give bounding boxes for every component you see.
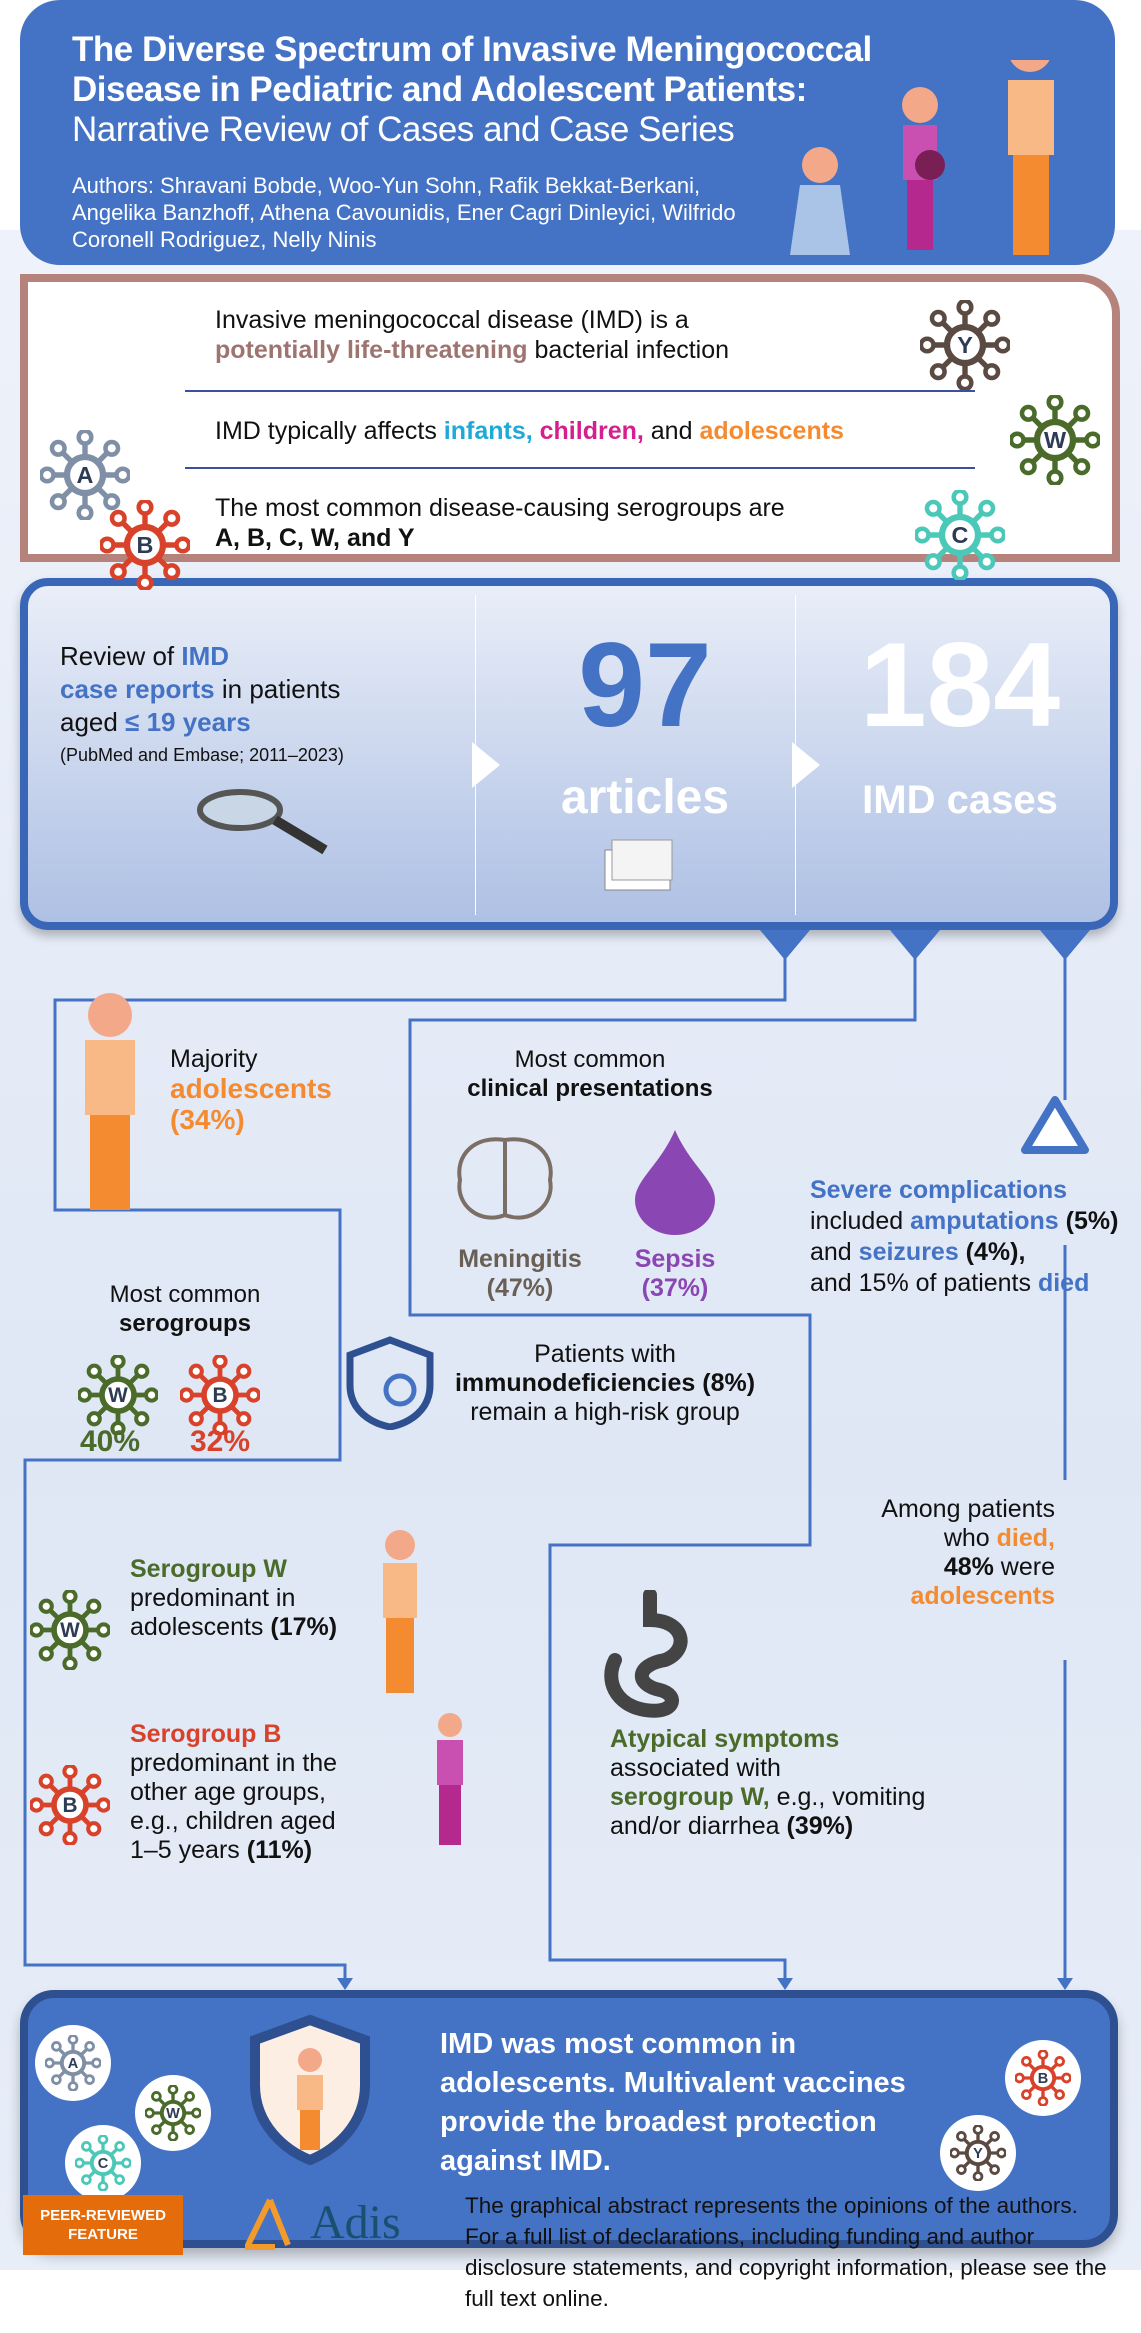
serogroup-b-pct: 32% <box>190 1425 251 1458</box>
svg-text:B: B <box>137 532 154 558</box>
person-icon <box>85 993 135 1210</box>
source-text: (PubMed and Embase; 2011–2023) <box>60 745 344 765</box>
svg-text:W: W <box>1044 427 1067 453</box>
deaths-text: Among patients who died, 48% were adolescen… <box>881 1495 1055 1610</box>
svg-text:A: A <box>77 462 94 488</box>
virus-bubble: Y <box>940 2115 1016 2191</box>
virus-b-icon: B <box>1014 2049 1072 2107</box>
meningitis-label: Meningitis (47%) <box>458 1245 582 1302</box>
title: The Diverse Spectrum of Invasive Meningo… <box>72 30 872 149</box>
arrow-icon <box>472 742 500 788</box>
magnifier-icon <box>197 789 328 855</box>
child-icon <box>437 1713 463 1845</box>
child <box>902 87 945 250</box>
sepsis-label: Sepsis (37%) <box>634 1245 716 1302</box>
review-text: Review of IMD case reports in patients ag… <box>60 641 341 737</box>
shield-icon <box>250 2015 370 2165</box>
newspaper-icon <box>604 839 673 891</box>
stats-box <box>20 578 1118 930</box>
svg-text:Y: Y <box>973 2146 983 2162</box>
virus-w-icon: W <box>28 1588 112 1672</box>
intro-line-2: IMD typically affects infants, children,… <box>215 417 844 445</box>
intestine-icon <box>604 1590 688 1718</box>
conclusion-text: IMD was most common in adolescents. Mult… <box>440 2028 906 2177</box>
disclaimer: The graphical abstract represents the op… <box>465 2193 1107 2311</box>
majority-text: Majority adolescents (34%) <box>170 1045 332 1135</box>
intro-line-3: The most common disease-causing serogrou… <box>215 494 785 552</box>
toddler <box>790 147 850 255</box>
flow-lines <box>23 930 1090 1990</box>
shield-virus-icon <box>346 1336 434 1430</box>
authors: Authors: Shravani Bobde, Woo-Yun Sohn, R… <box>72 173 736 252</box>
articles-count: 97 <box>578 618 712 752</box>
svg-text:W: W <box>166 2106 180 2122</box>
svg-text:B: B <box>212 1384 227 1407</box>
virus-bubble: C <box>65 2125 141 2201</box>
peer-reviewed-badge: PEER-REVIEWED FEATURE <box>23 2195 183 2255</box>
atypical-text: Atypical symptoms associated with serogrou… <box>610 1725 926 1840</box>
warning-triangle-icon <box>1021 1096 1089 1154</box>
svg-text:C: C <box>98 2156 109 2172</box>
svg-text:B: B <box>1038 2071 1049 2087</box>
virus-w-icon: W <box>1008 393 1102 487</box>
serogroups-title: Most common serogroups <box>109 1281 261 1337</box>
brain-icon <box>457 1137 553 1220</box>
clinical-title: Most common clinical presentations <box>467 1046 713 1102</box>
virus-c-icon: C <box>74 2134 132 2192</box>
virus-bubble: A <box>35 2025 111 2101</box>
virus-c-icon: C <box>913 488 1007 582</box>
intro-line-1: Invasive meningococcal disease (IMD) is … <box>215 306 730 364</box>
articles-label: articles <box>560 771 730 824</box>
virus-y-icon: Y <box>949 2124 1007 2182</box>
svg-text:A: A <box>68 2056 79 2072</box>
virus-a-icon: A <box>38 428 132 522</box>
divider <box>185 390 975 392</box>
virus-b-icon: B <box>178 1353 262 1437</box>
virus-bubble: W <box>135 2075 211 2151</box>
serogroup-w-pct: 40% <box>80 1425 141 1458</box>
arrow-icon <box>792 742 820 788</box>
person-icon <box>383 1530 417 1693</box>
drop-icon <box>635 1130 715 1235</box>
virus-a-icon: A <box>44 2034 102 2092</box>
svg-text:C: C <box>952 522 969 548</box>
virus-w-icon: W <box>144 2084 202 2142</box>
virus-b-icon: B <box>98 498 192 592</box>
virus-y-icon: Y <box>918 298 1012 392</box>
cases-count: 184 <box>859 618 1061 752</box>
virus-w-icon: W <box>76 1353 160 1437</box>
background <box>0 230 1141 2270</box>
cases-label: IMD cases <box>862 778 1058 822</box>
svg-text:B: B <box>62 1794 77 1817</box>
immunodeficiency-text: Patients with immunodeficiencies (8%) rema… <box>454 1340 756 1426</box>
svg-text:W: W <box>108 1384 128 1407</box>
adolescent <box>1008 60 1054 255</box>
adis-logo-icon <box>245 2198 291 2250</box>
complications-text: Severe complications included amputations… <box>810 1176 1119 1297</box>
people-illustration <box>790 60 1054 255</box>
adis-logo: Adis <box>310 2196 401 2249</box>
virus-bubble: B <box>1005 2040 1081 2116</box>
virus-b-icon: B <box>28 1763 112 1847</box>
svg-text:Y: Y <box>957 332 973 358</box>
svg-text:W: W <box>60 1619 80 1642</box>
divider <box>185 467 975 469</box>
